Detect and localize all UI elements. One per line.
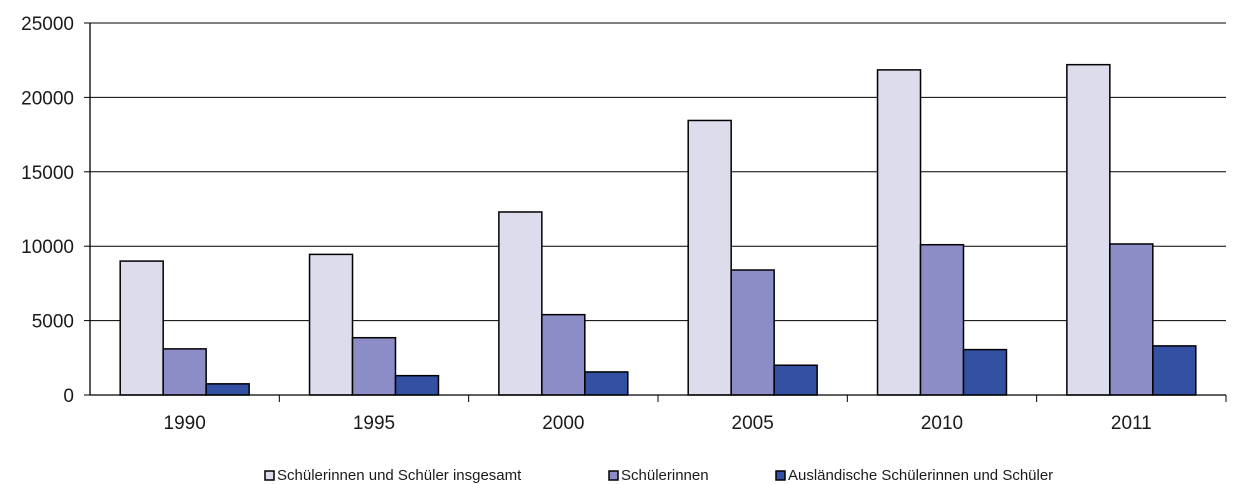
y-tick-label: 20000 <box>21 88 74 109</box>
bar-2000-series-1 <box>541 313 586 396</box>
legend-label: Schülerinnen <box>621 467 709 484</box>
bar-2000-series-2 <box>584 371 629 396</box>
legend-label: Schülerinnen und Schüler insgesamt <box>277 467 522 484</box>
bar-2011-series-2 <box>1152 345 1197 396</box>
legend: Schülerinnen und Schüler insgesamt Schüle… <box>264 467 1053 484</box>
bars <box>119 63 1197 396</box>
bar-2005-series-1 <box>730 269 775 396</box>
x-axis-ticks: 1990 1995 2000 2005 2010 2011 <box>164 395 1227 434</box>
bar-2010-series-0 <box>876 69 922 396</box>
bar-1990-series-2 <box>205 383 250 396</box>
bar-2010-series-1 <box>919 243 965 396</box>
x-tick-label: 2010 <box>921 413 963 434</box>
bar-1995-series-1 <box>351 336 397 396</box>
y-tick-label: 0 <box>63 386 74 407</box>
bar-2010-series-2 <box>962 348 1008 396</box>
bar-2011-series-1 <box>1109 243 1154 396</box>
x-tick-label: 2011 <box>1111 413 1152 434</box>
bar-1990-series-1 <box>162 348 207 396</box>
x-tick-label: 2000 <box>542 413 584 434</box>
bar-2005-series-0 <box>687 119 732 396</box>
bar-1995-series-0 <box>308 253 354 396</box>
bar-1990-series-0 <box>119 260 164 396</box>
bar-2000-series-0 <box>498 211 543 396</box>
x-tick-label: 2005 <box>732 413 774 434</box>
legend-label: Ausländische Schülerinnen und Schüler <box>788 467 1053 484</box>
bar-2011-series-0 <box>1066 63 1111 396</box>
y-tick-label: 5000 <box>32 312 74 333</box>
y-tick-label: 15000 <box>21 163 74 184</box>
x-tick-label: 1990 <box>164 413 206 434</box>
gridlines <box>90 22 1226 322</box>
y-tick-label: 25000 <box>21 14 74 35</box>
x-tick-label: 1995 <box>353 413 395 434</box>
bar-2005-series-2 <box>773 364 818 396</box>
legend-swatch <box>608 470 619 481</box>
bar-1995-series-2 <box>394 374 440 396</box>
y-axis-ticks: 0 5000 10000 15000 20000 25000 <box>21 14 90 407</box>
y-tick-label: 10000 <box>21 237 74 258</box>
legend-swatch <box>264 470 275 481</box>
legend-swatch <box>775 470 786 481</box>
